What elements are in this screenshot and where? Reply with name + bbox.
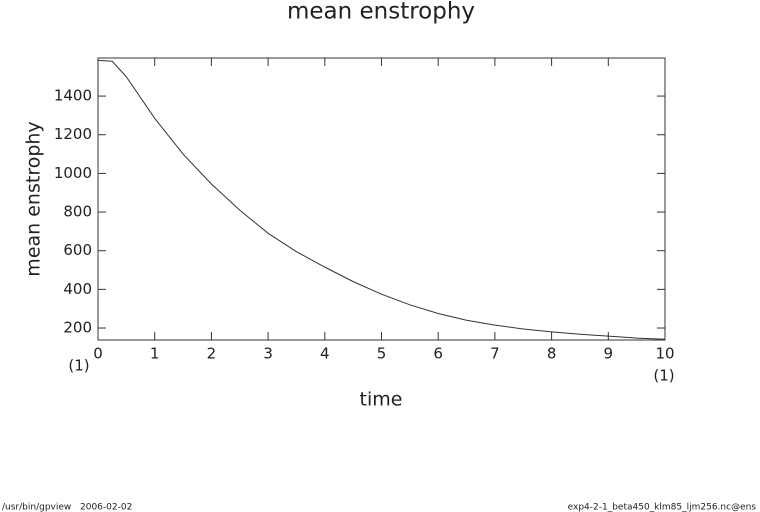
x-tick-label: 9 bbox=[604, 345, 614, 363]
footer-program: /usr/bin/gpview bbox=[2, 503, 71, 512]
x-tick-label: 6 bbox=[433, 345, 443, 363]
y-tick-label: 600 bbox=[63, 241, 92, 259]
x-tick-label: 1 bbox=[150, 345, 160, 363]
y-tick-label: 200 bbox=[63, 319, 92, 337]
x-axis-label: time bbox=[360, 389, 403, 411]
y-tick-label: 1000 bbox=[54, 164, 92, 182]
data-line bbox=[97, 59, 666, 340]
x-unit-left: (1) bbox=[68, 357, 89, 375]
x-tick-label: 8 bbox=[547, 345, 557, 363]
x-tick-label: 7 bbox=[490, 345, 500, 363]
chart-title: mean enstrophy bbox=[287, 0, 475, 25]
footer-file: exp4-2-1_beta450_klm85_ljm256.nc@ens bbox=[568, 503, 757, 512]
x-unit-right: (1) bbox=[653, 367, 674, 385]
y-tick-label: 800 bbox=[63, 203, 92, 221]
x-tick-label: 5 bbox=[377, 345, 387, 363]
footer-date: 2006-02-02 bbox=[80, 503, 132, 512]
x-tick-label: 2 bbox=[207, 345, 217, 363]
plot-frame bbox=[97, 57, 666, 341]
x-tick-label: 10 bbox=[655, 345, 674, 363]
y-axis-label: mean enstrophy bbox=[23, 121, 45, 276]
x-tick-label: 4 bbox=[320, 345, 330, 363]
y-tick-label: 1400 bbox=[54, 87, 92, 105]
x-tick-label: 0 bbox=[93, 345, 103, 363]
x-tick-label: 3 bbox=[263, 345, 273, 363]
y-tick-label: 400 bbox=[63, 280, 92, 298]
y-tick-label: 1200 bbox=[54, 125, 92, 143]
